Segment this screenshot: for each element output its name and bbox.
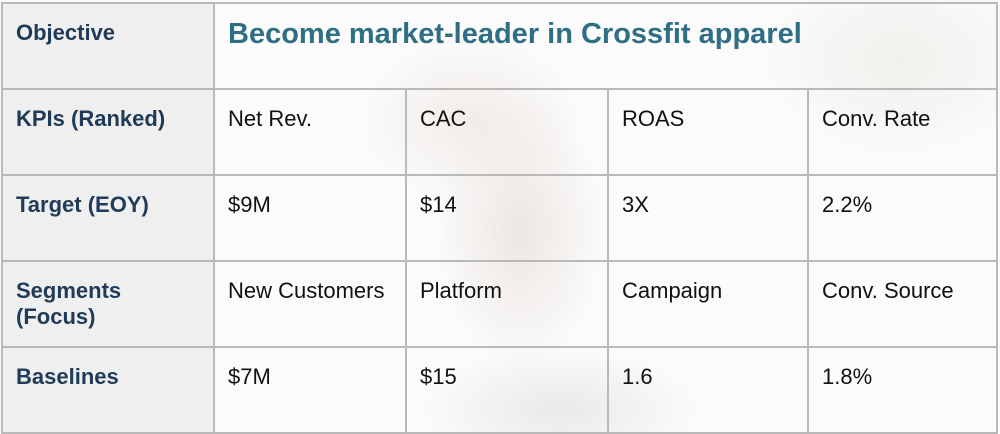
table-row: KPIs (Ranked) Net Rev. CAC ROAS Conv. Ra… bbox=[1, 88, 998, 176]
table-cell: $7M bbox=[213, 346, 407, 434]
row-header: Baselines bbox=[1, 346, 215, 434]
table-cell: $15 bbox=[405, 346, 609, 434]
table-cell: $9M bbox=[213, 174, 407, 262]
table-cell: New Customers bbox=[213, 260, 407, 348]
table-cell: 3X bbox=[607, 174, 809, 262]
row-header: Objective bbox=[1, 2, 215, 90]
table-row: Baselines $7M $15 1.6 1.8% bbox=[1, 346, 998, 434]
table-cell: Net Rev. bbox=[213, 88, 407, 176]
row-header: KPIs (Ranked) bbox=[1, 88, 215, 176]
table-cell: Conv. Rate bbox=[807, 88, 998, 176]
table-cell: 1.6 bbox=[607, 346, 809, 434]
objective-row: Objective Become market-leader in Crossf… bbox=[1, 2, 998, 90]
table-cell: CAC bbox=[405, 88, 609, 176]
table-cell: ROAS bbox=[607, 88, 809, 176]
table-cell: Platform bbox=[405, 260, 609, 348]
table-row: Segments (Focus) New Customers Platform … bbox=[1, 260, 998, 348]
table-cell: 2.2% bbox=[807, 174, 998, 262]
table-cell: Campaign bbox=[607, 260, 809, 348]
objective-title: Become market-leader in Crossfit apparel bbox=[213, 2, 998, 90]
table-cell: Conv. Source bbox=[807, 260, 998, 348]
table-row: Target (EOY) $9M $14 3X 2.2% bbox=[1, 174, 998, 262]
table-cell: $14 bbox=[405, 174, 609, 262]
table-cell: 1.8% bbox=[807, 346, 998, 434]
row-header: Target (EOY) bbox=[1, 174, 215, 262]
row-header: Segments (Focus) bbox=[1, 260, 215, 348]
